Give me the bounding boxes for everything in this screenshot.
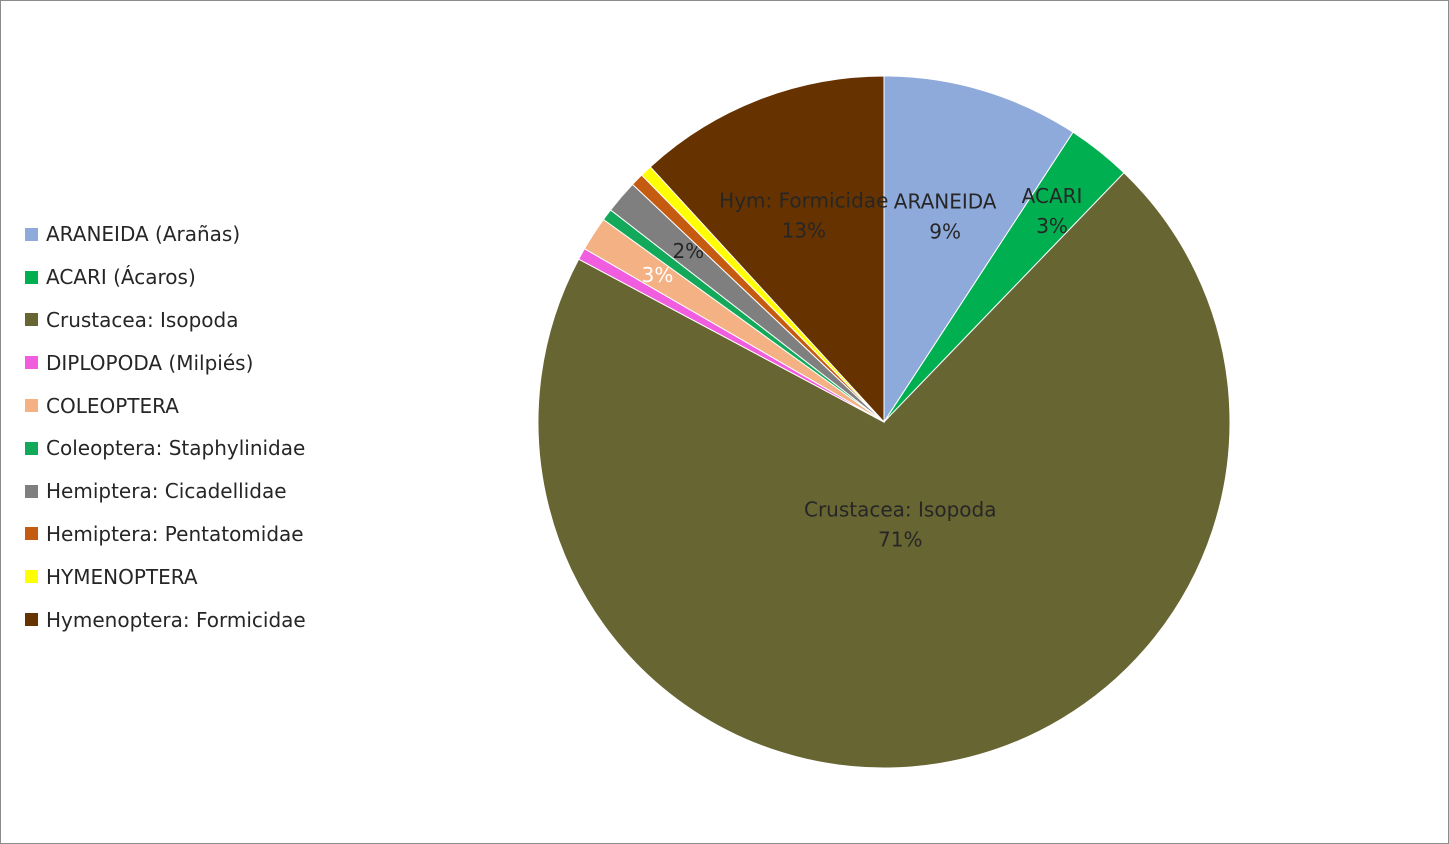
legend-label: Hymenoptera: Formicidae	[46, 607, 306, 632]
legend-item: COLEOPTERA	[25, 384, 306, 427]
legend-item: ACARI (Ácaros)	[25, 256, 306, 299]
legend-swatch	[25, 313, 38, 327]
slice-label: ACARI 3%	[1022, 184, 1083, 238]
legend-swatch	[25, 270, 38, 284]
legend-label: Coleoptera: Staphylinidae	[46, 436, 306, 461]
legend-label: COLEOPTERA	[46, 393, 179, 418]
slice-label: ARANEIDA 9%	[894, 189, 997, 243]
legend-item: Coleoptera: Staphylinidae	[25, 427, 306, 470]
legend-swatch	[25, 356, 38, 370]
legend-swatch	[25, 441, 38, 455]
slice-label: Crustacea: Isopoda 71%	[804, 498, 996, 552]
slice-label: Hym: Formicidae 13%	[719, 189, 888, 243]
legend-label: ACARI (Ácaros)	[46, 265, 196, 290]
legend-item: Hemiptera: Cicadellidae	[25, 470, 306, 513]
legend-label: Crustacea: Isopoda	[46, 307, 239, 332]
legend-swatch	[25, 570, 38, 584]
legend-item: HYMENOPTERA	[25, 555, 306, 598]
legend-swatch	[25, 484, 38, 498]
legend-item: DIPLOPODA (Milpiés)	[25, 341, 306, 384]
pie-slice	[649, 75, 885, 424]
legend-swatch	[25, 399, 38, 413]
legend-swatch	[25, 227, 38, 241]
legend-label: Hemiptera: Cicadellidae	[46, 479, 287, 504]
legend-label: DIPLOPODA (Milpiés)	[46, 350, 254, 375]
legend-item: Hemiptera: Pentatomidae	[25, 513, 306, 556]
legend-label: Hemiptera: Pentatomidae	[46, 521, 304, 546]
pie-slice	[537, 172, 1231, 769]
legend: ARANEIDA (Arañas) ACARI (Ácaros) Crustacea…	[25, 213, 306, 641]
legend-label: HYMENOPTERA	[46, 564, 198, 589]
legend-item: Crustacea: Isopoda	[25, 299, 306, 342]
legend-item: Hymenoptera: Formicidae	[25, 598, 306, 641]
legend-swatch	[25, 613, 38, 627]
legend-label: ARANEIDA (Arañas)	[46, 222, 241, 247]
slice-label: 3%	[642, 263, 674, 287]
pie-slice	[883, 75, 1074, 424]
legend-swatch	[25, 527, 38, 541]
legend-item: ARANEIDA (Arañas)	[25, 213, 306, 256]
